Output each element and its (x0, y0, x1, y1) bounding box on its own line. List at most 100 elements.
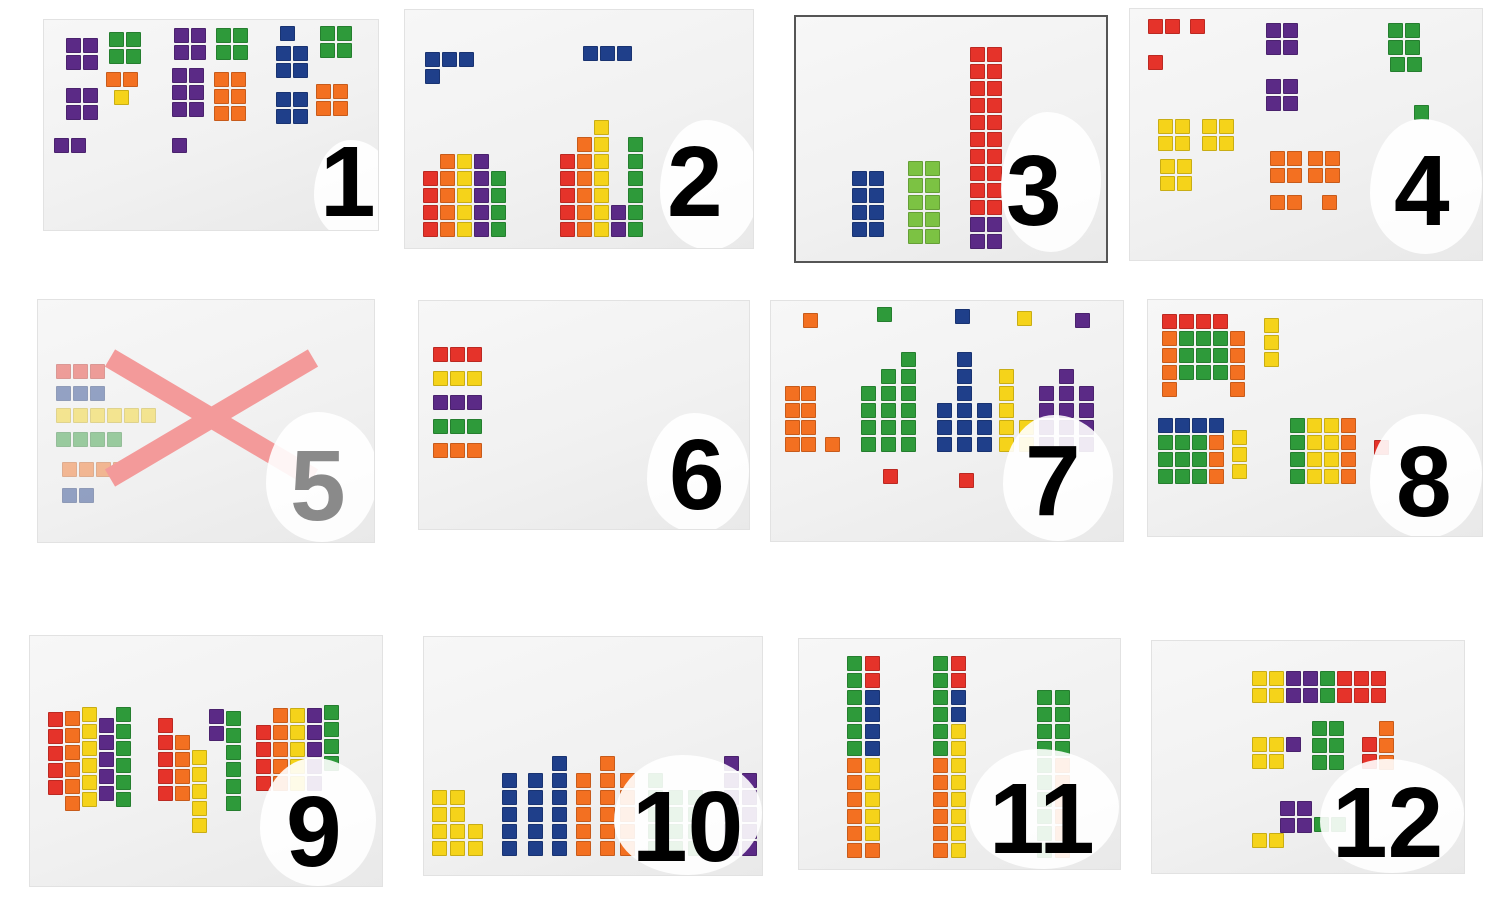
color-tile (280, 26, 295, 41)
color-tile (600, 790, 615, 805)
color-tile (801, 403, 816, 418)
color-tile (951, 843, 966, 858)
color-tile (83, 38, 98, 53)
color-tile (1283, 40, 1298, 55)
color-tile (970, 132, 985, 147)
color-tile (881, 403, 896, 418)
color-tile (970, 81, 985, 96)
color-tile (1219, 136, 1234, 151)
color-tile (987, 98, 1002, 113)
color-tile (933, 724, 948, 739)
color-tile (1158, 469, 1173, 484)
color-tile (1209, 435, 1224, 450)
color-tile (1252, 671, 1267, 686)
color-tile (82, 792, 97, 807)
color-tile (847, 843, 862, 858)
color-tile (987, 81, 1002, 96)
color-tile (1269, 737, 1284, 752)
color-tile (576, 824, 591, 839)
color-tile (1269, 754, 1284, 769)
color-tile (577, 171, 592, 186)
color-tile (189, 102, 204, 117)
color-tile (467, 443, 482, 458)
color-tile (577, 205, 592, 220)
color-tile (1055, 690, 1070, 705)
color-tile (109, 49, 124, 64)
color-tile (955, 309, 970, 324)
color-tile (925, 229, 940, 244)
color-tile (231, 106, 246, 121)
label-backdrop (1370, 119, 1482, 254)
color-tile (56, 432, 71, 447)
color-tile (577, 188, 592, 203)
color-tile (865, 707, 880, 722)
color-tile (175, 752, 190, 767)
color-tile (1160, 159, 1175, 174)
color-tile (290, 725, 305, 740)
color-tile (951, 758, 966, 773)
color-tile (901, 369, 916, 384)
color-tile (1287, 195, 1302, 210)
color-tile (937, 403, 952, 418)
color-tile (99, 769, 114, 784)
color-tile (847, 758, 862, 773)
color-tile (600, 824, 615, 839)
color-tile (491, 205, 506, 220)
color-tile (440, 171, 455, 186)
color-tile (474, 205, 489, 220)
color-tile (1230, 365, 1245, 380)
color-tile (290, 742, 305, 757)
color-tile (1312, 721, 1327, 736)
color-tile (1196, 365, 1211, 380)
color-tile (977, 437, 992, 452)
color-tile (951, 809, 966, 824)
color-tile (847, 724, 862, 739)
color-tile (951, 707, 966, 722)
color-tile (552, 756, 567, 771)
color-tile (1179, 331, 1194, 346)
color-tile (785, 420, 800, 435)
color-tile (528, 841, 543, 856)
color-tile (226, 728, 241, 743)
color-tile (1264, 335, 1279, 350)
color-tile (861, 420, 876, 435)
color-tile (276, 46, 291, 61)
color-tile (1266, 23, 1281, 38)
color-tile (1337, 671, 1352, 686)
photo-11: 11 (799, 639, 1120, 869)
color-tile (951, 673, 966, 688)
color-tile (1037, 707, 1052, 722)
color-tile (987, 200, 1002, 215)
color-tile (865, 741, 880, 756)
color-tile (209, 726, 224, 741)
color-tile (1158, 136, 1173, 151)
color-tile (116, 792, 131, 807)
color-tile (1175, 452, 1190, 467)
color-tile (852, 222, 867, 237)
color-tile (1196, 348, 1211, 363)
color-tile (1307, 469, 1322, 484)
color-tile (852, 205, 867, 220)
photo-number: 8 (1396, 426, 1452, 536)
color-tile (865, 775, 880, 790)
label-backdrop (260, 758, 376, 886)
color-tile (933, 758, 948, 773)
color-tile (433, 395, 448, 410)
color-tile (233, 45, 248, 60)
color-tile (457, 205, 472, 220)
color-tile (576, 807, 591, 822)
color-tile (99, 786, 114, 801)
color-tile (1175, 418, 1190, 433)
color-tile (276, 92, 291, 107)
color-tile (175, 735, 190, 750)
color-tile (1341, 452, 1356, 467)
color-tile (1269, 671, 1284, 686)
photo-8: 8 (1148, 300, 1482, 536)
color-tile (433, 371, 448, 386)
color-tile (256, 725, 271, 740)
color-tile (79, 488, 94, 503)
color-tile (467, 347, 482, 362)
color-tile (1158, 452, 1173, 467)
color-tile (600, 46, 615, 61)
color-tile (432, 807, 447, 822)
